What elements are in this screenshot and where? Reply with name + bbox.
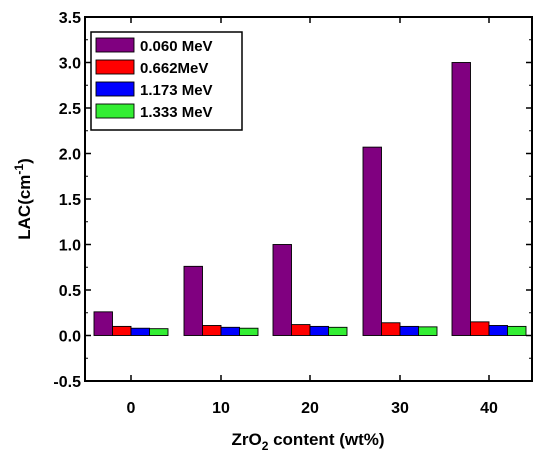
plot-frame	[84, 16, 533, 382]
y-tick-label: 3.0	[59, 56, 81, 73]
legend-label: 1.173 MeV	[140, 82, 213, 99]
bar	[488, 325, 508, 336]
y-tick-label: -0.5	[53, 374, 81, 391]
bar	[272, 244, 292, 336]
y-tick-label: 2.0	[59, 147, 81, 164]
y-tick-label: 1.0	[59, 238, 81, 255]
bar	[470, 321, 490, 336]
x-tick-label: 30	[391, 400, 409, 417]
y-axis-title: LAC(cm-1)	[12, 158, 34, 240]
bar	[183, 265, 203, 336]
bar	[93, 311, 113, 336]
bar	[381, 322, 401, 336]
bar	[239, 327, 259, 336]
y-tick-label: 2.5	[59, 101, 81, 118]
bar	[220, 326, 240, 336]
bar	[328, 326, 348, 336]
x-axis-title: ZrO2 content (wt%)	[231, 430, 384, 453]
bar	[507, 325, 527, 336]
bar	[130, 327, 150, 336]
bar	[149, 328, 169, 336]
bar	[291, 324, 311, 336]
legend-label: 1.333 MeV	[140, 104, 213, 121]
y-tick-label: 3.5	[59, 10, 81, 27]
x-tick-label: 20	[301, 400, 319, 417]
legend-label: 0.662MeV	[140, 60, 208, 77]
legend: 0.060 MeV 0.662MeV 1.173 MeV 1.333 MeV	[90, 31, 243, 131]
legend-swatch	[95, 81, 135, 97]
bar	[399, 325, 419, 336]
y-tick-label: 1.5	[59, 192, 81, 209]
bar	[112, 325, 132, 336]
bar	[362, 146, 382, 336]
bars-group	[93, 62, 527, 336]
bar	[451, 62, 471, 336]
x-tick-label: 40	[480, 400, 498, 417]
x-tick-label: 10	[212, 400, 230, 417]
y-tick-label: 0.0	[59, 329, 81, 346]
bar	[202, 325, 222, 336]
y-tick-label: 0.5	[59, 283, 81, 300]
legend-swatch	[95, 59, 135, 75]
bar	[418, 326, 438, 336]
x-axis-ticks: 0 10 20 30 40	[127, 17, 498, 417]
y-axis-ticks: -0.5 0.0 0.5 1.0 1.5 2.0 2.5 3.0 3.5	[53, 10, 532, 391]
legend-swatch	[95, 103, 135, 119]
legend-swatch	[95, 37, 135, 53]
x-tick-label: 0	[127, 400, 136, 417]
legend-label: 0.060 MeV	[140, 38, 213, 55]
bar	[309, 325, 329, 336]
